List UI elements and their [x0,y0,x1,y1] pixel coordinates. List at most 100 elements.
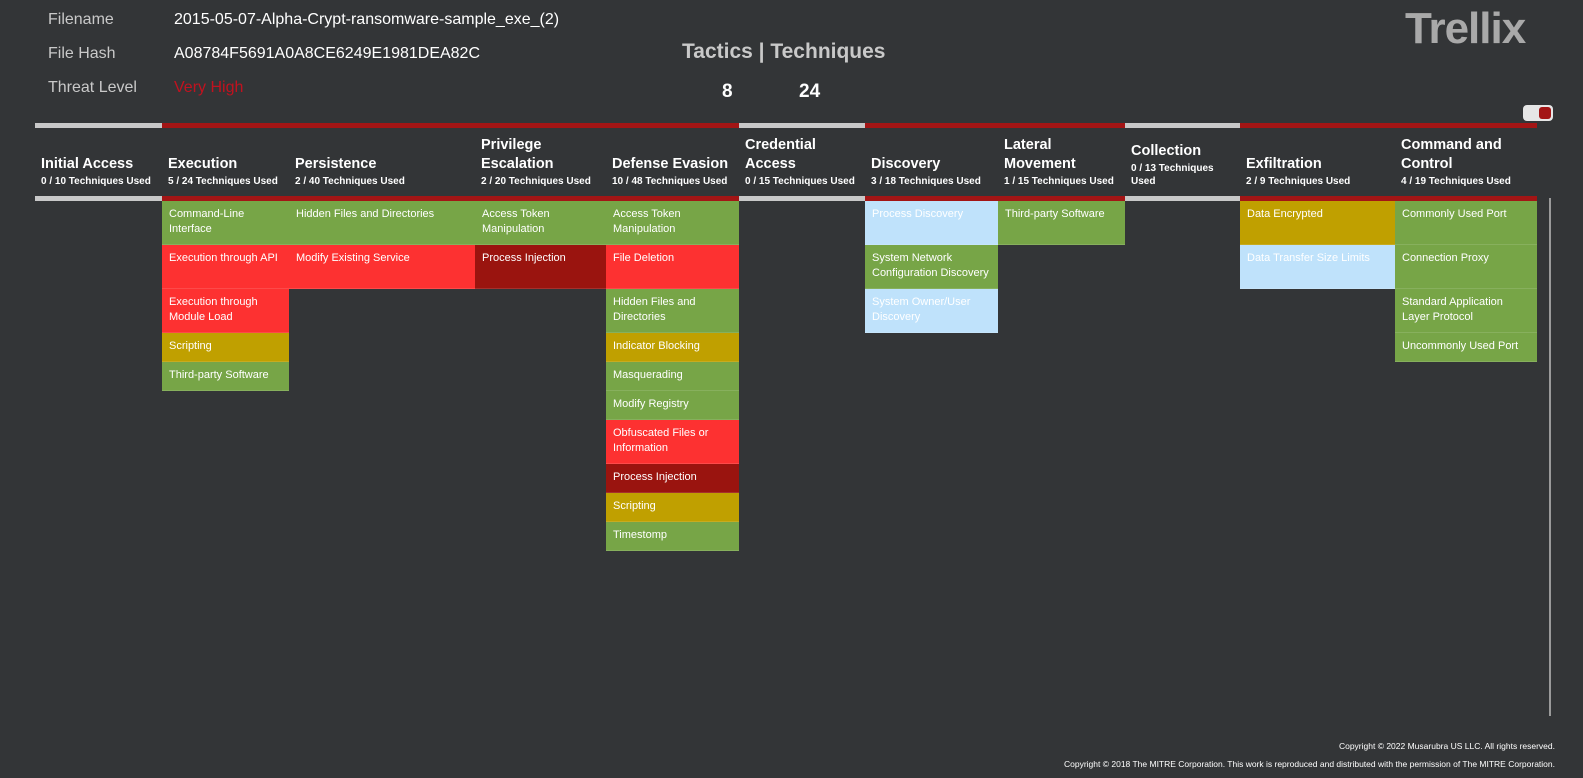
tactic-technique-count: 1 / 15 Techniques Used [1004,176,1114,187]
threat-level-label: Threat Level [48,79,137,96]
tactic-column: Privilege Escalation 2 / 20 Techniques Us… [475,123,606,289]
technique-cell[interactable]: System Owner/User Discovery [865,289,998,333]
technique-cell[interactable]: Hidden Files and Directories [289,201,475,245]
tactic-header-credential-access[interactable]: Credential Access 0 / 15 Techniques Used [739,128,865,196]
tactic-name: Collection [1131,143,1202,159]
tactic-column: Exfiltration 2 / 9 Techniques Used Data En… [1240,123,1395,289]
technique-cell[interactable]: Execution through API [162,245,289,289]
file-hash-value: A08784F5691A0A8CE6249E1981DEA82C [174,45,481,62]
tactic-technique-count: 4 / 19 Techniques Used [1401,176,1511,187]
tactic-technique-count: 0 / 15 Techniques Used [745,176,855,187]
tactic-top-bar [1125,123,1240,128]
technique-cell[interactable]: Command-Line Interface [162,201,289,245]
tactic-top-bar [35,123,162,128]
tactic-technique-count: 0 / 10 Techniques Used [41,176,151,187]
tactic-name: Defense Evasion [612,156,729,172]
technique-cell[interactable]: Process Injection [606,464,739,493]
tactic-bottom-bar [606,196,739,201]
tactic-column: Command and Control 4 / 19 Techniques Use… [1395,123,1537,362]
tactic-top-bar [865,123,998,128]
technique-cell[interactable]: Scripting [162,333,289,362]
technique-cell[interactable]: Data Transfer Size Limits [1240,245,1395,289]
tactic-bottom-bar [865,196,998,201]
technique-cell[interactable]: Standard Application Layer Protocol [1395,289,1537,333]
tactic-name: Persistence [295,156,377,172]
technique-cell[interactable]: Masquerading [606,362,739,391]
tactic-technique-count: 0 / 13 Techniques Used [1131,163,1214,187]
technique-cell[interactable]: Uncommonly Used Port [1395,333,1537,362]
tactic-top-bar [162,123,289,128]
matrix-scrollbar[interactable] [1549,198,1551,716]
technique-list: Hidden Files and Directories Modify Exist… [289,201,475,289]
technique-cell[interactable]: Third-party Software [162,362,289,391]
attack-matrix: Initial Access 0 / 10 Techniques Used Exec… [35,123,1550,723]
tactic-header-defense-evasion[interactable]: Defense Evasion 10 / 48 Techniques Used [606,128,739,196]
tactic-bottom-bar [998,196,1125,201]
technique-cell[interactable]: Modify Existing Service [289,245,475,289]
tactic-name: Lateral Movement [1004,137,1076,172]
trellix-logo: Trellix [1405,4,1526,53]
technique-cell[interactable]: File Deletion [606,245,739,289]
tactic-column: Persistence 2 / 40 Techniques Used Hidden … [289,123,475,289]
technique-cell[interactable]: Hidden Files and Directories [606,289,739,333]
technique-cell[interactable]: Commonly Used Port [1395,201,1537,245]
threat-level-value: Very High [174,79,244,96]
filename-label: Filename [48,11,114,28]
tactic-name: Command and Control [1401,137,1502,172]
copyright-musarubra: Copyright © 2022 Musarubra US LLC. All r… [1338,741,1555,751]
copyright-mitre: Copyright © 2018 The MITRE Corporation. … [1064,759,1555,769]
technique-cell[interactable]: Modify Registry [606,391,739,420]
tactic-header-privilege-escalation[interactable]: Privilege Escalation 2 / 20 Techniques Us… [475,128,606,196]
tactic-column: Initial Access 0 / 10 Techniques Used [35,123,162,201]
tactic-header-persistence[interactable]: Persistence 2 / 40 Techniques Used [289,128,475,196]
toggle-knob [1539,107,1551,119]
tactic-header-exfiltration[interactable]: Exfiltration 2 / 9 Techniques Used [1240,128,1395,196]
technique-cell[interactable]: Access Token Manipulation [475,201,606,245]
technique-cell[interactable]: Process Discovery [865,201,998,245]
technique-cell[interactable]: Data Encrypted [1240,201,1395,245]
technique-cell[interactable]: Process Injection [475,245,606,289]
tactic-name: Credential Access [745,137,816,172]
technique-list: Commonly Used Port Connection Proxy Standa… [1395,201,1537,362]
tactic-technique-count: 2 / 20 Techniques Used [481,176,591,187]
technique-cell[interactable]: Third-party Software [998,201,1125,245]
tactic-bottom-bar [35,196,162,201]
tactic-name: Exfiltration [1246,156,1322,172]
tactic-header-command-and-control[interactable]: Command and Control 4 / 19 Techniques Use… [1395,128,1537,196]
technique-cell[interactable]: Connection Proxy [1395,245,1537,289]
tactic-top-bar [1240,123,1395,128]
tactic-bottom-bar [1125,196,1240,201]
technique-cell[interactable]: Obfuscated Files or Information [606,420,739,464]
technique-cell[interactable]: Timestomp [606,522,739,551]
tactic-header-execution[interactable]: Execution 5 / 24 Techniques Used [162,128,289,196]
technique-list: Process Discovery System Network Configur… [865,201,998,333]
technique-list: Data Encrypted Data Transfer Size Limits [1240,201,1395,289]
tactic-bottom-bar [475,196,606,201]
technique-cell[interactable]: Indicator Blocking [606,333,739,362]
tactic-column: Defense Evasion 10 / 48 Techniques Used Ac… [606,123,739,551]
tactic-header-lateral-movement[interactable]: Lateral Movement 1 / 15 Techniques Used [998,128,1125,196]
tactic-header-initial-access[interactable]: Initial Access 0 / 10 Techniques Used [35,128,162,196]
tactics-techniques-title: Tactics | Techniques [682,40,886,63]
tactic-column: Lateral Movement 1 / 15 Techniques Used Th… [998,123,1125,245]
tactic-bottom-bar [289,196,475,201]
technique-cell[interactable]: Access Token Manipulation [606,201,739,245]
tactic-name: Initial Access [41,156,134,172]
tactic-technique-count: 10 / 48 Techniques Used [612,176,728,187]
technique-cell[interactable]: Scripting [606,493,739,522]
tactic-name: Privilege Escalation [481,137,554,172]
tactic-header-discovery[interactable]: Discovery 3 / 18 Techniques Used [865,128,998,196]
tactic-top-bar [606,123,739,128]
tactics-count: 8 [722,81,733,102]
tactic-name: Discovery [871,156,941,172]
tactic-name: Execution [168,156,238,172]
technique-cell[interactable]: System Network Configuration Discovery [865,245,998,289]
tactic-top-bar [475,123,606,128]
technique-list: Access Token Manipulation File Deletion Hi… [606,201,739,551]
techniques-count: 24 [799,81,821,102]
filename-value: 2015-05-07-Alpha-Crypt-ransomware-sample… [174,11,560,28]
view-toggle[interactable] [1523,105,1553,121]
tactic-column: Discovery 3 / 18 Techniques Used Process D… [865,123,998,333]
tactic-header-collection[interactable]: Collection 0 / 13 Techniques Used [1125,128,1240,196]
technique-cell[interactable]: Execution through Module Load [162,289,289,333]
